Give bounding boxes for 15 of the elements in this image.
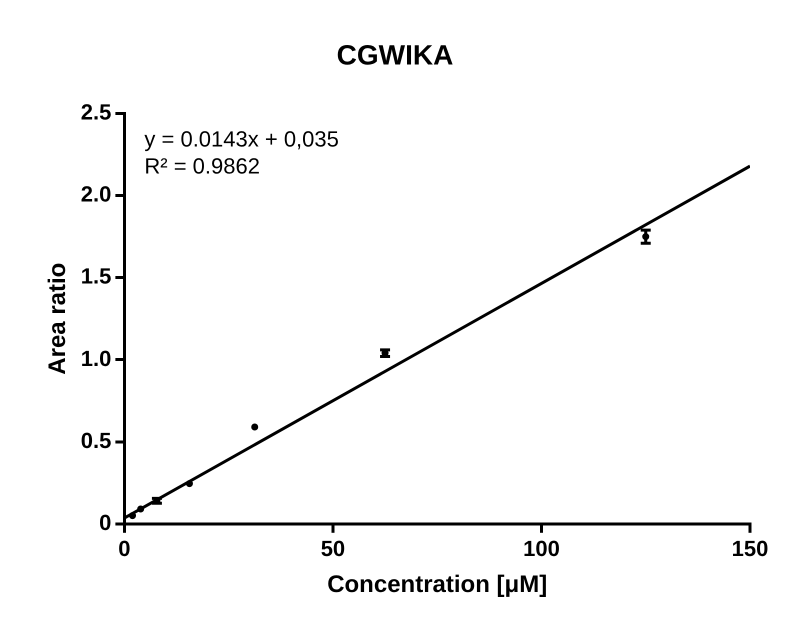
annotation: R² = 0.9862 [144, 154, 260, 179]
x-tick-label: 50 [320, 536, 346, 562]
y-axis-title: Area ratio [44, 262, 72, 375]
chart-title: CGWIKA [336, 40, 454, 71]
y-tick-label: 2.5 [80, 100, 112, 125]
x-tick-label: 150 [732, 536, 768, 562]
y-tick-label: 0.5 [80, 428, 112, 453]
y-tick-label: 0 [99, 510, 112, 535]
x-tick-label: 100 [523, 536, 560, 562]
y-tick-label: 1.5 [80, 264, 112, 289]
annotation: y = 0.0143x + 0,035 [144, 126, 339, 152]
x-tick-label: 0 [118, 536, 131, 562]
x-axis-title: Concentration [μM] [327, 571, 548, 598]
y-tick-label: 1.0 [80, 346, 112, 371]
y-tick-label: 2.0 [80, 182, 112, 207]
